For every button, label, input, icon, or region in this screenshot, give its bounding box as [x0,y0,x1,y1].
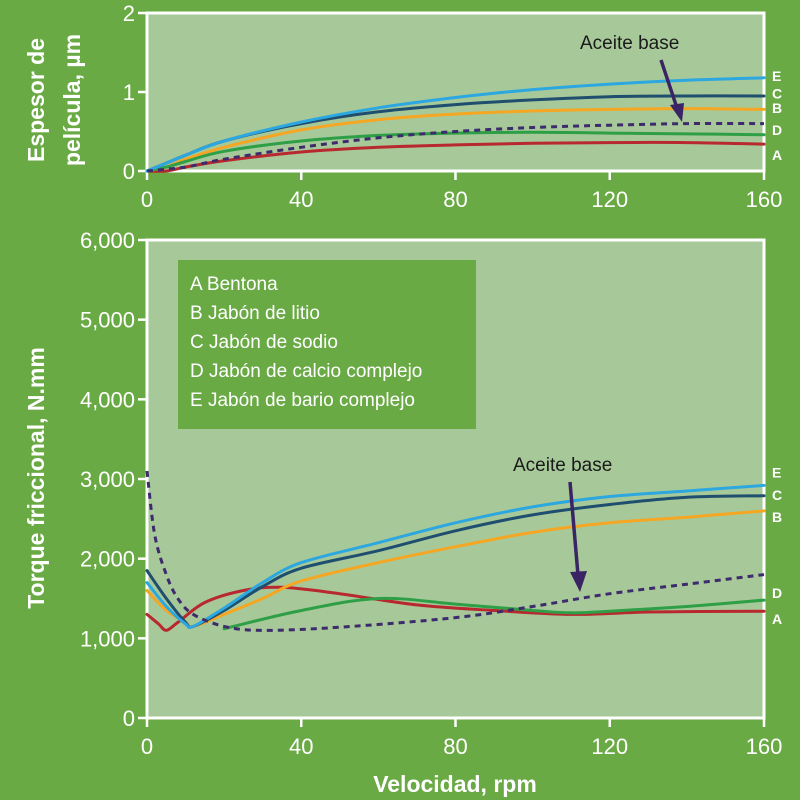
film-thickness-y-tick-label: 2 [123,1,135,26]
frictional-torque-base-oil-annotation: Aceite base [513,455,612,476]
frictional-torque-chart: 0 1,000 2,000 3,000 4,000 5,000 6,000 0 40 80 120… [23,228,782,797]
film-thickness-arrow [659,59,684,122]
frictional-torque-end-label-c: C [772,487,782,503]
frictional-torque-y-axis-title: Torque friccional, N.mm [23,347,49,609]
film-thickness-x-tick-label: 40 [289,187,313,212]
film-thickness-y-tick-label: 1 [123,80,135,105]
film-thickness-x-tick-label: 0 [141,187,153,212]
film-thickness-series-b-line [145,107,766,173]
frictional-torque-x-tick-label: 40 [289,734,313,759]
frictional-torque-series-base-oil-line [145,470,765,632]
frictional-torque-end-label-a: A [772,611,782,627]
frictional-torque-end-labels: ECB DA [772,465,782,628]
frictional-torque-y-tick-label: 2,000 [80,547,135,572]
frictional-torque-x-tick-label: 160 [746,734,783,759]
film-thickness-arrow-shaft [659,59,679,109]
legend: A Bentona B Jabón de litio C Jabón de so… [178,260,476,429]
frictional-torque-arrow-head [570,571,587,592]
frictional-torque-y-tick-label: 6,000 [80,228,135,253]
film-thickness-end-label-a: A [772,147,782,163]
frictional-torque-x-axis-title: Velocidad, rpm [373,771,537,797]
film-thickness-y-axis-title-line1: Espesor de [23,38,49,162]
frictional-torque-y-tick-label: 5,000 [80,308,135,333]
frictional-torque-y-tick-label: 0 [123,706,135,731]
film-thickness-y-axis-title-line2: película, µm [59,34,85,166]
film-thickness-x-tick-label: 160 [746,187,783,212]
frictional-torque-x-tick-label: 120 [591,734,628,759]
frictional-torque-y-tick-label: 1,000 [80,626,135,651]
film-thickness-end-label-e: E [772,68,781,84]
film-thickness-end-label-c: C [772,86,782,102]
film-thickness-x-ticks: 0 40 80 120 160 [141,171,782,212]
film-thickness-series-d-line [145,130,766,173]
frictional-torque-y-ticks: 0 1,000 2,000 3,000 4,000 5,000 6,000 [80,228,147,731]
film-thickness-x-tick-label: 80 [443,187,467,212]
film-thickness-series-e-line [145,76,766,173]
film-thickness-series-base-oil-line [146,121,765,173]
frictional-torque-end-label-e: E [772,465,781,481]
film-thickness-y-tick-label: 0 [123,159,135,184]
frictional-torque-y-tick-label: 3,000 [80,467,135,492]
frictional-torque-x-tick-label: 80 [443,734,467,759]
frictional-torque-series-e-line [145,483,766,630]
film-thickness-end-label-d: D [772,122,782,138]
legend-item-a: A Bentona [190,274,278,295]
legend-item-e: E Jabón de bario complejo [190,390,415,411]
frictional-torque-arrow-shaft [568,481,580,576]
film-thickness-x-tick-label: 120 [591,187,628,212]
frictional-torque-y-tick-label: 4,000 [80,387,135,412]
frictional-torque-end-label-b: B [772,509,782,525]
frictional-torque-arrow [568,481,587,592]
frictional-torque-x-ticks: 0 40 80 120 160 [141,718,782,759]
film-thickness-base-oil-annotation: Aceite base [580,33,679,54]
frictional-torque-end-label-d: D [772,585,782,601]
film-thickness-end-label-b: B [772,100,782,116]
frictional-torque-series-a-line [145,585,766,632]
frictional-torque-series-d-line [222,596,766,631]
legend-item-c: C Jabón de sodio [190,332,338,353]
legend-box [178,260,476,429]
frictional-torque-series [145,470,766,632]
frictional-torque-x-tick-label: 0 [141,734,153,759]
film-thickness-arrow-head [670,103,684,122]
legend-item-d: D Jabón de calcio complejo [190,361,422,382]
legend-item-b: B Jabón de litio [190,303,320,324]
film-thickness-series [145,76,766,173]
